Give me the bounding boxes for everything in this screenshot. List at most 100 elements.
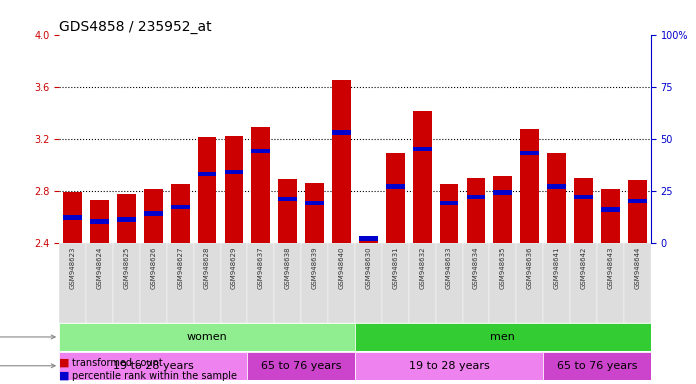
Bar (493, 190, 512, 195)
Bar (117, 217, 136, 222)
Bar (332, 80, 351, 243)
Bar (355, 323, 651, 351)
Bar (171, 205, 189, 210)
Text: GSM948624: GSM948624 (97, 247, 102, 289)
Bar (628, 199, 647, 203)
Bar (543, 352, 651, 379)
Bar (355, 243, 382, 323)
Bar (570, 243, 597, 323)
Text: GSM948633: GSM948633 (446, 247, 452, 289)
Bar (624, 243, 651, 323)
Bar (59, 323, 355, 351)
Bar (274, 243, 301, 323)
Text: men: men (491, 332, 515, 342)
Bar (516, 243, 543, 323)
Bar (306, 201, 324, 205)
Bar (225, 136, 244, 243)
Bar (167, 243, 193, 323)
Bar (328, 243, 355, 323)
Bar (440, 201, 459, 205)
Text: GSM948629: GSM948629 (231, 247, 237, 289)
Text: 65 to 76 years: 65 to 76 years (557, 361, 638, 371)
Text: GSM948631: GSM948631 (393, 247, 398, 289)
Bar (301, 243, 328, 323)
Bar (436, 243, 463, 323)
Bar (278, 197, 297, 201)
Bar (521, 129, 539, 243)
Bar (574, 195, 593, 199)
Text: GSM948625: GSM948625 (123, 247, 129, 289)
Bar (144, 189, 163, 243)
Text: GSM948627: GSM948627 (177, 247, 183, 289)
Bar (278, 179, 297, 243)
Bar (409, 243, 436, 323)
Bar (601, 207, 620, 212)
Bar (117, 194, 136, 243)
Text: women: women (187, 332, 228, 342)
Bar (466, 195, 485, 199)
Bar (90, 220, 109, 224)
Bar (466, 177, 485, 243)
Bar (59, 243, 86, 323)
Bar (413, 147, 432, 151)
Text: GSM948632: GSM948632 (419, 247, 425, 289)
Bar (247, 243, 274, 323)
Bar (359, 236, 378, 241)
Bar (306, 183, 324, 243)
Bar (251, 127, 270, 243)
Bar (221, 243, 247, 323)
Bar (225, 170, 244, 174)
Bar (251, 149, 270, 153)
Text: GSM948642: GSM948642 (580, 247, 587, 289)
Bar (386, 153, 404, 243)
Text: GSM948636: GSM948636 (527, 247, 532, 289)
Bar (359, 241, 378, 243)
Bar (140, 243, 167, 323)
Text: GSM948626: GSM948626 (150, 247, 157, 289)
Bar (63, 192, 82, 243)
Text: GSM948623: GSM948623 (70, 247, 76, 289)
Text: age: age (0, 361, 55, 371)
Bar (489, 243, 516, 323)
Bar (628, 180, 647, 243)
Text: GSM948634: GSM948634 (473, 247, 479, 289)
Bar (355, 352, 543, 379)
Text: GSM948638: GSM948638 (285, 247, 291, 289)
Text: GSM948630: GSM948630 (365, 247, 372, 289)
Bar (171, 184, 189, 243)
Bar (601, 189, 620, 243)
Bar (574, 177, 593, 243)
Bar (90, 200, 109, 243)
Bar (493, 176, 512, 243)
Bar (597, 243, 624, 323)
Text: GSM948643: GSM948643 (608, 247, 613, 289)
Bar (113, 243, 140, 323)
Text: GSM948639: GSM948639 (312, 247, 317, 289)
Bar (198, 172, 216, 176)
Bar (59, 352, 247, 379)
Text: 19 to 28 years: 19 to 28 years (409, 361, 489, 371)
Bar (386, 184, 404, 189)
Bar (144, 211, 163, 216)
Text: GSM948628: GSM948628 (204, 247, 210, 289)
Text: 65 to 76 years: 65 to 76 years (261, 361, 342, 371)
Text: 19 to 28 years: 19 to 28 years (113, 361, 193, 371)
Text: percentile rank within the sample: percentile rank within the sample (72, 371, 237, 381)
Bar (413, 111, 432, 243)
Text: gender: gender (0, 332, 55, 342)
Bar (332, 130, 351, 135)
Bar (521, 151, 539, 156)
Text: GSM948635: GSM948635 (500, 247, 506, 289)
Bar (86, 243, 113, 323)
Bar (193, 243, 221, 323)
Bar (63, 215, 82, 220)
Bar (198, 137, 216, 243)
Text: GSM948640: GSM948640 (338, 247, 345, 289)
Bar (543, 243, 570, 323)
Text: GSM948641: GSM948641 (553, 247, 560, 289)
Text: GSM948637: GSM948637 (258, 247, 264, 289)
Text: transformed count: transformed count (72, 358, 162, 368)
Text: ■: ■ (59, 371, 73, 381)
Bar (382, 243, 409, 323)
Text: ■: ■ (59, 358, 73, 368)
